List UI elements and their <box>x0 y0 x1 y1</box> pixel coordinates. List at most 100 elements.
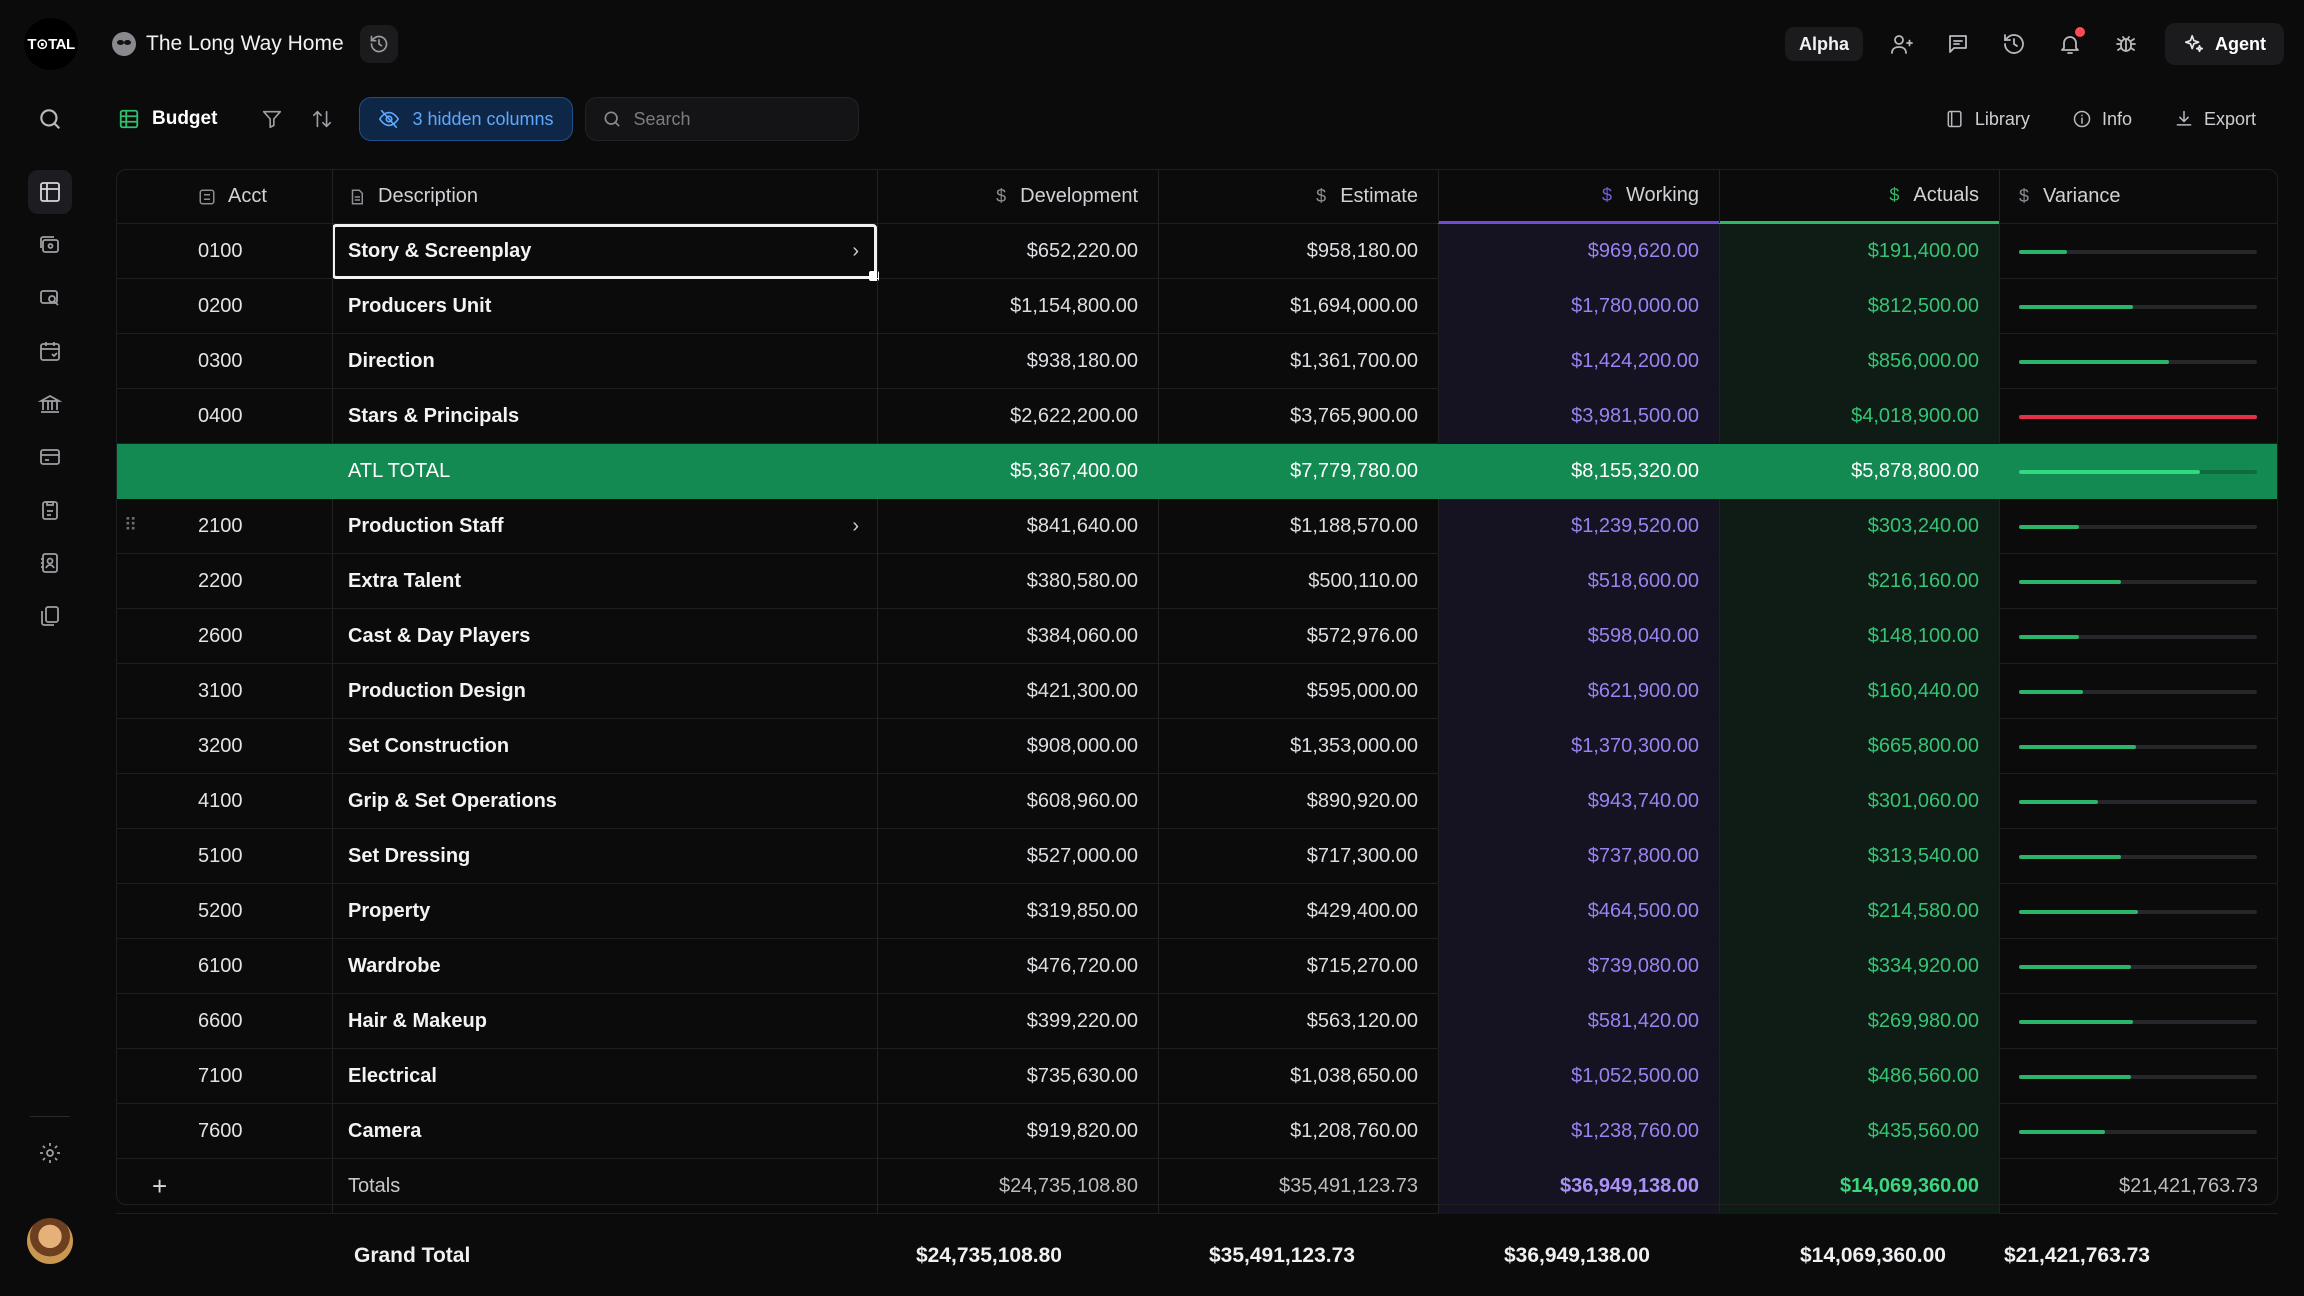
development-cell[interactable]: $399,220.00 <box>1026 1010 1138 1032</box>
actuals-cell[interactable]: $214,580.00 <box>1719 884 1999 939</box>
documents-nav-button[interactable] <box>28 594 72 638</box>
development-cell[interactable]: $652,220.00 <box>1026 240 1138 262</box>
estimate-cell[interactable]: $890,920.00 <box>1306 790 1418 812</box>
budget-nav-button[interactable] <box>28 170 72 214</box>
chevron-right-icon[interactable]: › <box>852 240 859 262</box>
sort-button[interactable] <box>297 96 347 142</box>
acct-cell[interactable]: 3200 <box>198 735 243 757</box>
development-cell[interactable]: $919,820.00 <box>1026 1120 1138 1142</box>
table-row[interactable]: 0300 Direction $938,180.00 $1,361,700.00 $1,… <box>116 334 2278 389</box>
acct-cell[interactable]: 2600 <box>198 625 243 647</box>
development-cell[interactable]: $5,367,400.00 <box>1010 460 1138 482</box>
search-box[interactable] <box>584 97 859 141</box>
description-cell[interactable]: Property <box>332 884 877 939</box>
agent-button[interactable]: Agent <box>2165 23 2284 65</box>
estimate-cell[interactable]: $1,361,700.00 <box>1290 350 1418 372</box>
receipts-nav-button[interactable] <box>28 276 72 320</box>
actuals-cell[interactable]: $313,540.00 <box>1719 829 1999 884</box>
acct-cell[interactable]: 6100 <box>198 955 243 977</box>
library-button[interactable]: Library <box>1929 96 2046 142</box>
fill-handle[interactable] <box>869 271 879 281</box>
header-description[interactable]: Description <box>332 169 877 224</box>
actuals-cell[interactable]: $191,400.00 <box>1719 224 1999 279</box>
hidden-columns-button[interactable]: 3 hidden columns <box>359 97 573 141</box>
description-cell[interactable]: Cast & Day Players <box>332 609 877 664</box>
actuals-cell[interactable]: $301,060.00 <box>1719 774 1999 829</box>
development-cell[interactable]: $2,622,200.00 <box>1010 405 1138 427</box>
description-cell[interactable]: Hair & Makeup <box>332 994 877 1049</box>
user-avatar[interactable] <box>27 1218 73 1264</box>
description-cell[interactable]: ATL TOTAL <box>332 444 877 499</box>
description-cell[interactable]: Producers Unit <box>332 279 877 334</box>
description-cell[interactable]: Camera <box>332 1104 877 1159</box>
acct-cell[interactable]: 7600 <box>198 1120 243 1142</box>
estimate-cell[interactable]: $572,976.00 <box>1306 625 1418 647</box>
working-cell[interactable]: $943,740.00 <box>1438 774 1719 829</box>
acct-cell[interactable]: 5200 <box>198 900 243 922</box>
table-row[interactable]: 7100 Electrical $735,630.00 $1,038,650.00 $1… <box>116 1049 2278 1104</box>
working-cell[interactable]: $598,040.00 <box>1438 609 1719 664</box>
description-cell[interactable]: Production Design <box>332 664 877 719</box>
development-cell[interactable]: $908,000.00 <box>1026 735 1138 757</box>
table-row[interactable]: 2200 Extra Talent $380,580.00 $500,110.00 $5… <box>116 554 2278 609</box>
table-row[interactable]: 5100 Set Dressing $527,000.00 $717,300.00 $7… <box>116 829 2278 884</box>
working-cell[interactable]: $1,052,500.00 <box>1438 1049 1719 1104</box>
estimate-cell[interactable]: $1,694,000.00 <box>1290 295 1418 317</box>
header-variance[interactable]: $ Variance <box>1999 169 2278 224</box>
acct-cell[interactable]: 4100 <box>198 790 243 812</box>
working-cell[interactable]: $464,500.00 <box>1438 884 1719 939</box>
estimate-cell[interactable]: $7,779,780.00 <box>1290 460 1418 482</box>
estimate-cell[interactable]: $715,270.00 <box>1306 955 1418 977</box>
actuals-cell[interactable]: $148,100.00 <box>1719 609 1999 664</box>
development-cell[interactable]: $735,630.00 <box>1026 1065 1138 1087</box>
alpha-badge[interactable]: Alpha <box>1784 27 1863 61</box>
description-cell[interactable]: Set Dressing <box>332 829 877 884</box>
acct-cell[interactable]: 0200 <box>198 295 243 317</box>
working-cell[interactable]: $3,981,500.00 <box>1438 389 1719 444</box>
development-cell[interactable]: $608,960.00 <box>1026 790 1138 812</box>
payments-nav-button[interactable] <box>28 435 72 479</box>
description-cell[interactable]: Direction <box>332 334 877 389</box>
acct-cell[interactable]: 5100 <box>198 845 243 867</box>
actuals-cell[interactable]: $269,980.00 <box>1719 994 1999 1049</box>
estimate-cell[interactable]: $429,400.00 <box>1306 900 1418 922</box>
working-cell[interactable]: $1,370,300.00 <box>1438 719 1719 774</box>
working-cell[interactable]: $739,080.00 <box>1438 939 1719 994</box>
working-cell[interactable]: $1,424,200.00 <box>1438 334 1719 389</box>
add-row-button[interactable]: + <box>152 1171 168 1201</box>
acct-cell[interactable]: 6600 <box>198 1010 243 1032</box>
table-row[interactable]: ⠿ 2100 Production Staff › $841,640.00 $1,188,… <box>116 499 2278 554</box>
development-cell[interactable]: $384,060.00 <box>1026 625 1138 647</box>
clipboard-nav-button[interactable] <box>28 488 72 532</box>
estimate-cell[interactable]: $958,180.00 <box>1306 240 1418 262</box>
table-row[interactable]: 2600 Cast & Day Players $384,060.00 $572,97… <box>116 609 2278 664</box>
project-title[interactable]: The Long Way Home <box>146 32 344 55</box>
filter-button[interactable] <box>247 96 297 142</box>
description-cell[interactable]: Grip & Set Operations <box>332 774 877 829</box>
working-cell[interactable]: $1,239,520.00 <box>1438 499 1719 554</box>
activity-button[interactable] <box>1989 22 2039 66</box>
table-row[interactable]: 6600 Hair & Makeup $399,220.00 $563,120.00 $… <box>116 994 2278 1049</box>
estimate-cell[interactable]: $1,038,650.00 <box>1290 1065 1418 1087</box>
table-row[interactable]: 5200 Property $319,850.00 $429,400.00 $464,5… <box>116 884 2278 939</box>
estimate-cell[interactable]: $1,208,760.00 <box>1290 1120 1418 1142</box>
description-cell[interactable]: Story & Screenplay › <box>332 224 879 281</box>
settings-nav-button[interactable] <box>28 1131 72 1175</box>
table-row[interactable]: 6100 Wardrobe $476,720.00 $715,270.00 $739,0… <box>116 939 2278 994</box>
header-estimate[interactable]: $ Estimate <box>1158 169 1438 224</box>
estimate-cell[interactable]: $717,300.00 <box>1306 845 1418 867</box>
actuals-cell[interactable]: $665,800.00 <box>1719 719 1999 774</box>
estimate-cell[interactable]: $3,765,900.00 <box>1290 405 1418 427</box>
chevron-right-icon[interactable]: › <box>852 515 859 537</box>
acct-cell[interactable]: 2100 <box>198 515 243 537</box>
development-cell[interactable]: $938,180.00 <box>1026 350 1138 372</box>
table-row[interactable]: 3100 Production Design $421,300.00 $595,000… <box>116 664 2278 719</box>
actuals-cell[interactable]: $216,160.00 <box>1719 554 1999 609</box>
export-button[interactable]: Export <box>2158 96 2272 142</box>
notifications-button[interactable] <box>2045 22 2095 66</box>
subtotal-row[interactable]: ATL TOTAL $5,367,400.00 $7,779,780.00 $8,15… <box>116 444 2278 499</box>
actuals-cell[interactable]: $812,500.00 <box>1719 279 1999 334</box>
estimate-cell[interactable]: $595,000.00 <box>1306 680 1418 702</box>
actuals-cell[interactable]: $5,878,800.00 <box>1851 460 1979 482</box>
estimate-cell[interactable]: $1,188,570.00 <box>1290 515 1418 537</box>
